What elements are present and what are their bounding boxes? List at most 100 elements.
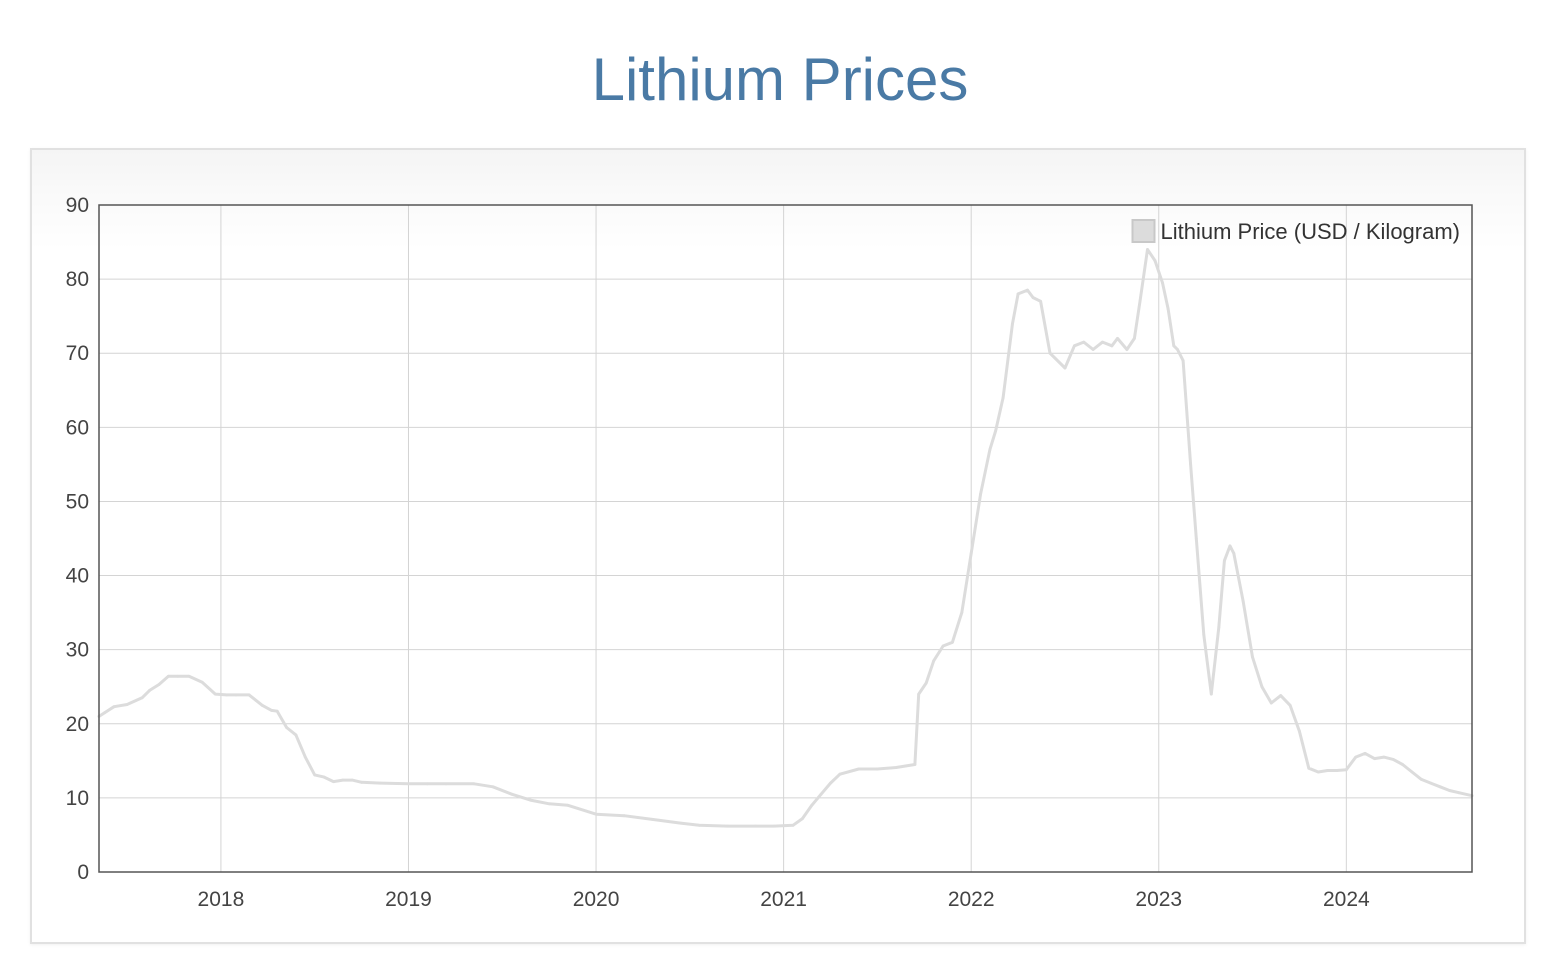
grid-lines — [99, 204, 1472, 873]
data-point — [247, 693, 251, 697]
data-point — [1457, 791, 1461, 795]
data-point — [622, 814, 626, 818]
data-point — [444, 782, 448, 786]
data-point — [1391, 758, 1395, 761]
data-point — [1241, 600, 1245, 603]
data-point — [1382, 755, 1386, 759]
data-point — [313, 773, 317, 777]
data-point — [1063, 366, 1067, 370]
data-point — [1228, 544, 1232, 548]
chart-panel — [30, 148, 1526, 944]
data-point — [303, 755, 307, 759]
data-point — [213, 692, 217, 696]
data-point — [1410, 770, 1414, 774]
data-point — [1420, 778, 1423, 781]
data-point — [1251, 655, 1254, 659]
x-tick-label: 2019 — [385, 888, 432, 911]
data-point — [1269, 701, 1273, 705]
data-point — [791, 823, 795, 827]
data-point — [829, 781, 832, 785]
data-point — [1189, 463, 1192, 466]
data-point — [148, 689, 152, 692]
y-tick-label: 30 — [66, 639, 89, 662]
data-point — [726, 824, 729, 828]
data-point — [187, 674, 191, 678]
data-point — [360, 780, 363, 784]
data-point — [1223, 559, 1226, 563]
data-point — [472, 782, 476, 786]
data-point — [894, 766, 898, 769]
data-point — [1073, 344, 1076, 348]
data-point — [294, 733, 298, 737]
data-point — [969, 551, 973, 555]
data-point — [941, 644, 945, 648]
data-point — [1031, 296, 1035, 299]
data-point — [810, 803, 814, 807]
data-point — [1279, 694, 1283, 697]
data-point — [1176, 348, 1179, 351]
data-point — [341, 778, 345, 782]
data-point — [988, 448, 992, 451]
data-point — [1101, 340, 1104, 344]
y-tick-label: 80 — [66, 268, 89, 291]
data-point — [904, 764, 907, 768]
data-point — [801, 817, 804, 820]
data-point — [270, 709, 273, 712]
data-point — [1082, 340, 1086, 344]
y-tick-label: 60 — [66, 416, 89, 439]
data-point — [425, 782, 429, 786]
data-point — [1138, 299, 1142, 303]
data-point — [1153, 259, 1157, 262]
data-point — [1448, 789, 1451, 792]
data-point — [1217, 626, 1221, 629]
plot-area-border — [98, 204, 1473, 873]
data-point — [994, 429, 997, 433]
data-point — [140, 696, 144, 700]
data-point — [547, 802, 551, 806]
data-point — [1438, 785, 1442, 789]
data-point — [838, 772, 842, 776]
data-point — [1110, 344, 1114, 348]
data-point — [103, 711, 106, 715]
data-point — [285, 726, 288, 729]
x-tick-label: 2018 — [198, 888, 245, 911]
y-tick-label: 0 — [77, 861, 89, 884]
data-point — [1326, 769, 1329, 772]
data-point — [1039, 299, 1042, 303]
data-point — [157, 683, 161, 686]
data-point — [1307, 766, 1311, 770]
data-point — [1232, 551, 1236, 555]
data-point — [125, 703, 129, 706]
x-tick-label: 2021 — [760, 888, 807, 911]
data-point — [913, 763, 917, 766]
data-point — [979, 492, 982, 496]
data-point — [322, 775, 326, 779]
data-point — [1161, 281, 1164, 285]
series-line-lithium-price — [97, 248, 1474, 828]
data-point — [1209, 692, 1213, 696]
data-point — [1166, 307, 1170, 311]
data-point — [1181, 359, 1185, 362]
data-point — [112, 705, 116, 709]
legend[interactable]: Lithium Price (USD / Kilogram) — [1131, 219, 1461, 244]
data-point — [951, 640, 954, 644]
data-point — [594, 812, 598, 816]
data-point — [819, 792, 823, 796]
data-point — [679, 821, 682, 825]
data-point — [260, 703, 264, 707]
data-point — [379, 781, 382, 785]
series-layer — [97, 248, 1474, 828]
data-point — [1363, 752, 1367, 755]
data-point — [1260, 685, 1264, 689]
data-point — [1125, 348, 1129, 351]
y-tick-label: 90 — [66, 194, 89, 217]
axis-labels: 0 10 20 30 40 50 60 70 80 90 2018 2019 2020 2021 2022 2… — [66, 194, 1370, 911]
data-point — [917, 692, 921, 696]
data-point — [1194, 537, 1198, 540]
data-point — [754, 824, 757, 828]
data-point — [1172, 344, 1176, 348]
y-tick-label: 70 — [66, 342, 89, 365]
data-point — [1288, 703, 1292, 707]
data-point — [1133, 337, 1136, 340]
